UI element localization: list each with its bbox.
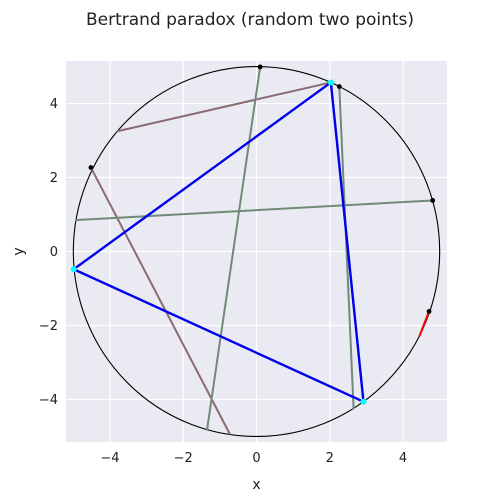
plot-content (70, 64, 441, 438)
x-tick-label: 2 (326, 451, 334, 466)
circle-outline (72, 65, 441, 438)
x-axis-label: x (252, 477, 260, 493)
chord-endpoint-marker (430, 198, 436, 203)
chord-line (75, 199, 434, 222)
chord-endpoint-marker (336, 84, 342, 89)
tick-labels: −4 −2 0 2 4 −4 −2 0 2 4 (39, 97, 407, 466)
x-tick-label: −4 (100, 451, 119, 466)
y-tick-label: 0 (50, 245, 58, 260)
chord-line (206, 65, 262, 431)
x-tick-label: 0 (252, 451, 260, 466)
y-axis-label: y (11, 247, 27, 255)
y-tick-label: 2 (50, 171, 58, 186)
y-tick-label: 4 (50, 97, 58, 112)
chord-line (418, 310, 431, 337)
chord-line (338, 85, 355, 410)
x-tick-label: 4 (399, 451, 407, 466)
grid-lines (66, 61, 447, 442)
chord-endpoint-marker (426, 309, 432, 314)
chord-endpoint-marker (88, 165, 94, 170)
inscribed-triangle (72, 81, 365, 403)
triangle-vertex-marker (327, 79, 334, 86)
triangle-vertex-marker (360, 398, 367, 405)
chord-endpoint-marker (257, 64, 263, 70)
chart-title: Bertrand paradox (random two points) (86, 10, 414, 30)
x-tick-label: −2 (174, 451, 193, 466)
y-tick-label: −2 (39, 319, 58, 334)
chord-line (89, 166, 231, 435)
triangle-vertex-marker (70, 266, 77, 273)
y-tick-label: −4 (39, 393, 58, 408)
chord-line (116, 81, 332, 133)
